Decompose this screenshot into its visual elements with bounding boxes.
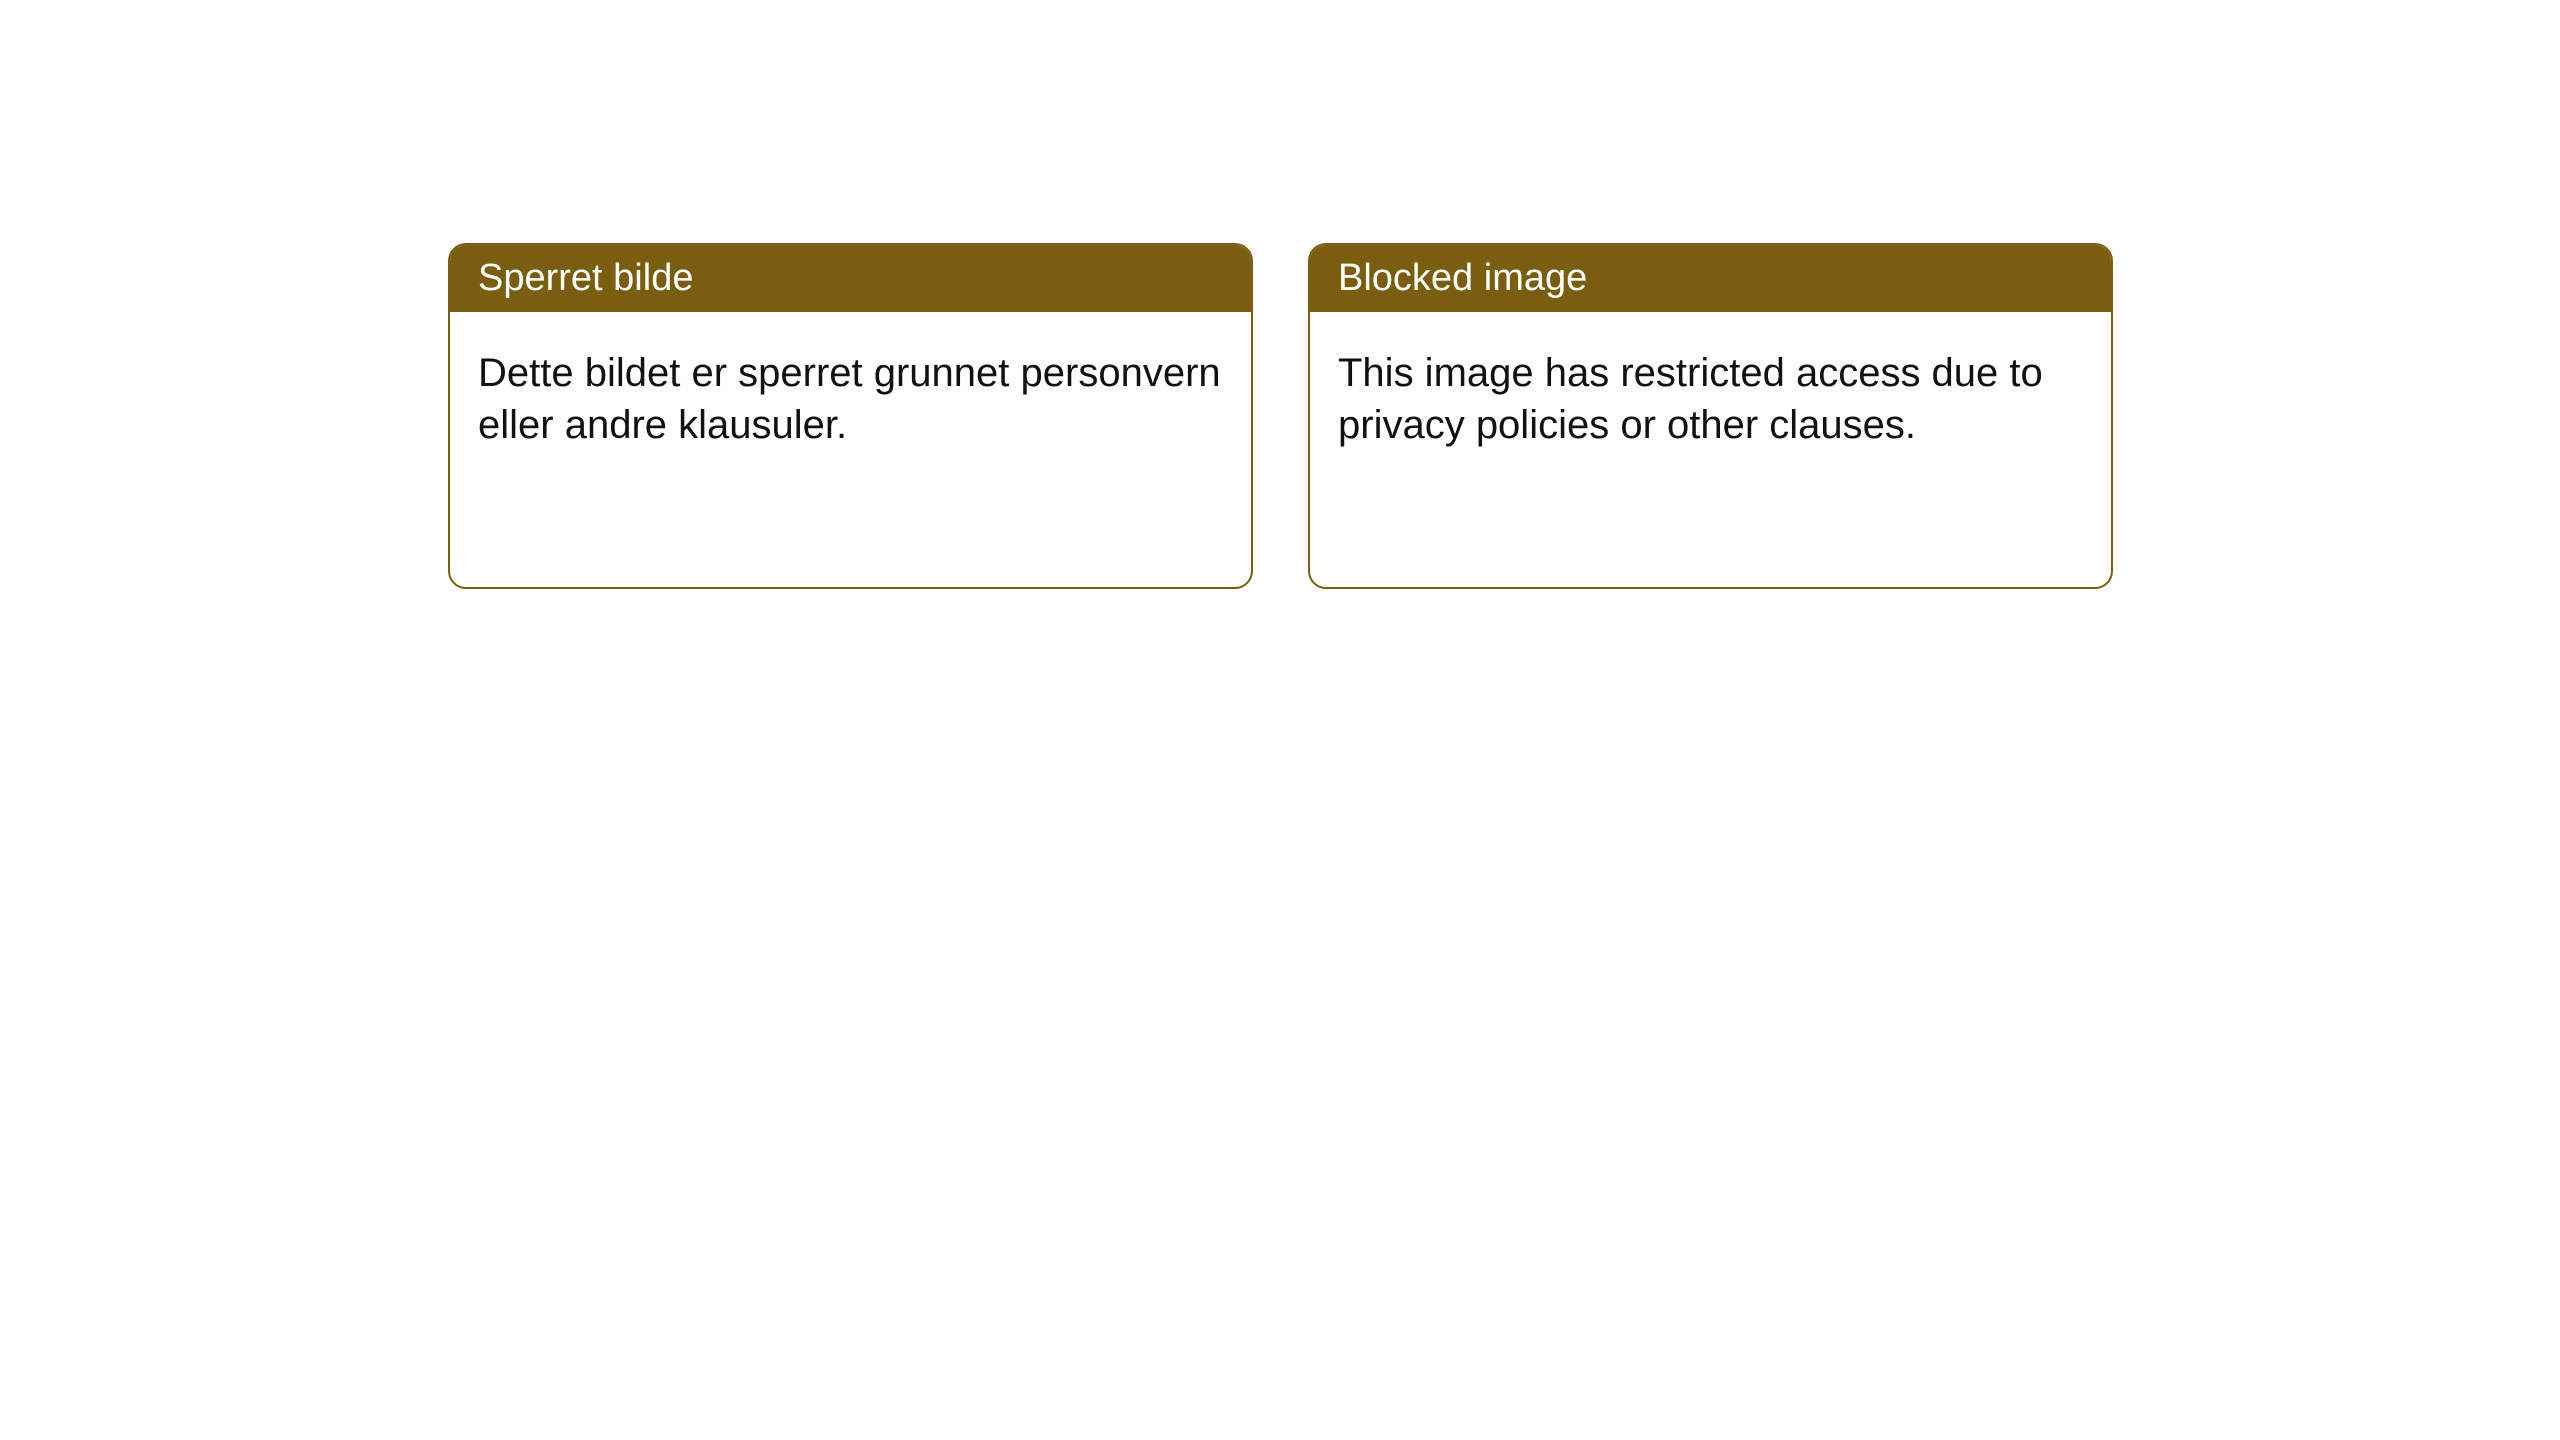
- notice-body: Dette bildet er sperret grunnet personve…: [450, 312, 1251, 587]
- notice-title: Blocked image: [1338, 257, 1587, 299]
- notice-card-norwegian: Sperret bilde Dette bildet er sperret gr…: [448, 243, 1253, 589]
- notice-body-text: This image has restricted access due to …: [1338, 351, 2043, 447]
- notice-header: Sperret bilde: [450, 245, 1251, 312]
- notice-body: This image has restricted access due to …: [1310, 312, 2111, 587]
- notice-container: Sperret bilde Dette bildet er sperret gr…: [0, 0, 2560, 589]
- notice-header: Blocked image: [1310, 245, 2111, 312]
- notice-body-text: Dette bildet er sperret grunnet personve…: [478, 351, 1221, 447]
- notice-card-english: Blocked image This image has restricted …: [1308, 243, 2113, 589]
- notice-title: Sperret bilde: [478, 257, 693, 299]
